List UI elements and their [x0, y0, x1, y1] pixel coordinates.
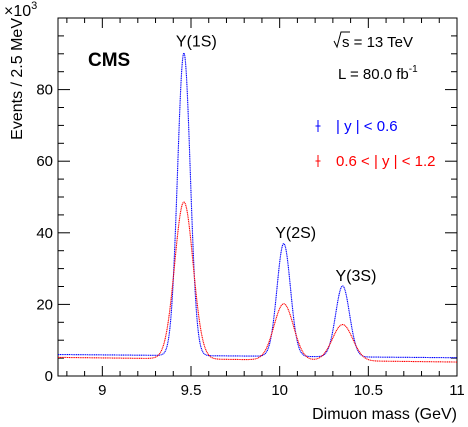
y-axis-label: Events / 2.5 MeV: [9, 18, 26, 140]
x-axis-label: Dimuon mass (GeV): [312, 406, 457, 423]
legend: | y | < 0.6 0.6 < | y | < 1.2: [315, 118, 436, 170]
y-axis: 0 20 40 60 80: [36, 35, 457, 385]
peak-labels: Υ(1S) Υ(2S) Υ(3S): [176, 34, 377, 285]
x-tick-label: 10.5: [354, 382, 383, 399]
x-tick-label: 9: [98, 382, 106, 399]
sqrt-symbol: [333, 31, 350, 49]
series-central-rapidity: [58, 51, 457, 359]
experiment-label: CMS: [88, 50, 130, 71]
x-axis: 9 9.5 10 10.5 11: [66, 18, 465, 399]
peak-label: Υ(2S): [275, 225, 316, 242]
legend-marker-forward: [315, 155, 321, 167]
y-tick-label: 60: [36, 153, 53, 170]
y-multiplier: ×103: [4, 0, 37, 20]
x-tick-label: 11: [449, 382, 465, 399]
y-tick-label: 80: [36, 82, 53, 99]
luminosity-label: L = 80.0 fb-1: [338, 64, 418, 83]
y-tick-label: 0: [45, 368, 53, 385]
peak-label: Υ(3S): [336, 268, 377, 285]
y-tick-label: 40: [36, 225, 53, 242]
data-series: [57, 51, 458, 363]
x-tick-label: 9.5: [181, 382, 202, 399]
peak-label: Υ(1S): [176, 34, 217, 51]
legend-label-central: | y | < 0.6: [336, 118, 398, 135]
legend-marker-central: [315, 120, 321, 132]
y-tick-label: 20: [36, 296, 53, 313]
legend-label-forward: 0.6 < | y | < 1.2: [336, 153, 436, 170]
x-tick-label: 10: [271, 382, 288, 399]
svg-text:s = 13 TeV: s = 13 TeV: [342, 34, 413, 51]
series-forward-rapidity: [57, 201, 458, 363]
energy-label: s = 13 TeV: [333, 31, 413, 51]
